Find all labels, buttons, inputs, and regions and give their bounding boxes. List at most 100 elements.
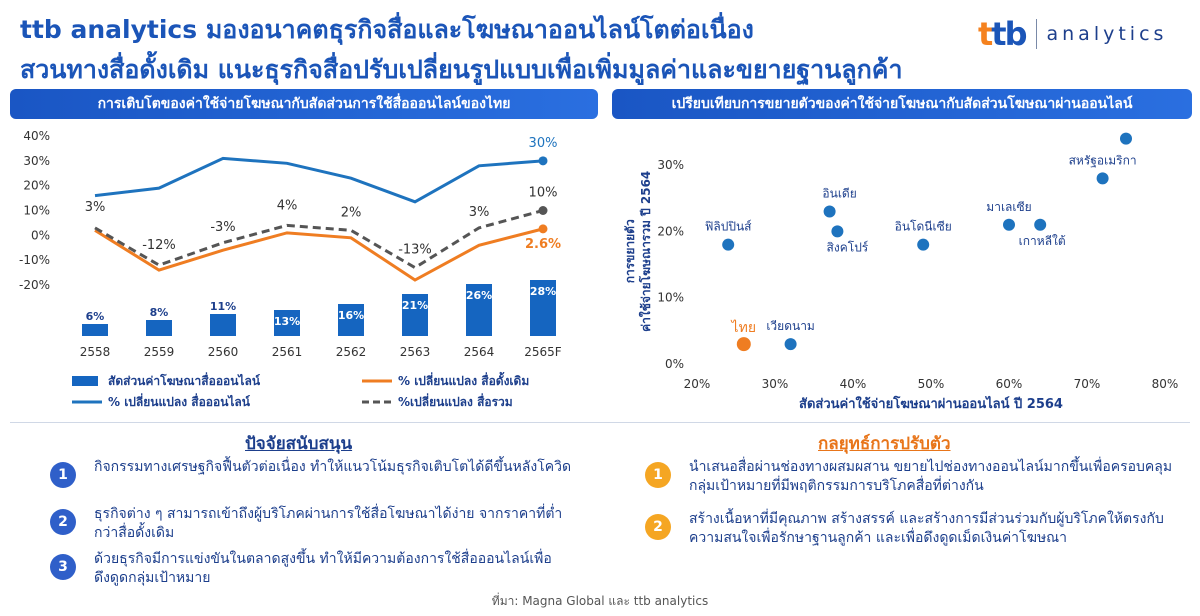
bar	[274, 310, 300, 336]
bar-data-label: 6%	[86, 310, 105, 323]
scatter-point	[1034, 218, 1047, 231]
number-badge: 2	[645, 514, 671, 540]
source-note: ที่มา: Magna Global และ ttb analytics	[491, 594, 709, 608]
scatter-point	[1120, 132, 1132, 145]
bar-data-label: 21%	[402, 299, 428, 312]
support-title: ปัจจัยสนับสนุน	[245, 434, 353, 454]
number-badge: 1	[50, 462, 76, 488]
number-badge: 1	[645, 462, 671, 488]
total-data-label: -3%	[210, 220, 235, 235]
x-axis-label: สัดส่วนค่าใช้จ่ายโฆษณาผ่านออนไลน์ ปี 256…	[799, 395, 1063, 412]
x-tick-label: 40%	[840, 377, 867, 391]
support-item-text: ธุรกิจต่าง ๆ สามารถเข้าถึงผู้บริโภคผ่านก…	[94, 506, 563, 541]
y-tick-label: 30%	[657, 158, 684, 172]
point-label: ไทย	[731, 319, 756, 336]
logo-divider	[1035, 19, 1037, 49]
x-tick-label: 2563	[400, 345, 431, 359]
online-end-label: 30%	[529, 136, 558, 151]
bar	[466, 284, 492, 336]
y-tick-label: 20%	[657, 224, 684, 238]
support-item: 1 กิจกรรมทางเศรษฐกิจฟื้นตัวต่อเนื่อง ทำใ…	[50, 458, 574, 488]
x-tick-label: 30%	[762, 377, 789, 391]
y-tick-label: 20%	[23, 179, 50, 193]
point-label: มาเลเซีย	[986, 200, 1031, 214]
y-tick-label: 30%	[23, 154, 50, 168]
y-tick-label: -10%	[19, 253, 50, 267]
legend-label: % เปลี่ยนแปลง สื่อดั้งเดิม	[398, 371, 529, 388]
legend-label: สัดส่วนค่าโฆษณาสื่อออนไลน์	[108, 372, 261, 388]
x-tick-label: 70%	[1074, 377, 1101, 391]
bar-data-label: 28%	[530, 285, 556, 298]
total-data-label: 3%	[85, 200, 106, 215]
x-tick-label: 60%	[996, 377, 1023, 391]
number-badge: 2	[50, 509, 76, 535]
logo-text: analytics	[1046, 23, 1168, 45]
point-label: อินโดนีเซีย	[895, 220, 952, 234]
point-label: ฟิลิปปินส์	[705, 220, 752, 234]
point-label: เวียดนาม	[766, 319, 815, 333]
scatter-point	[736, 337, 751, 352]
bar	[338, 304, 364, 336]
y-tick-label: 10%	[23, 204, 50, 218]
x-tick-label: 2562	[336, 345, 367, 359]
strategy-item-text: นำเสนอสื่อผ่านช่องทางผสมผสาน ขยายไปช่องท…	[689, 459, 1173, 494]
legend-label: % เปลี่ยนแปลง สื่อออนไลน์	[108, 393, 251, 409]
x-tick-label: 2561	[272, 345, 303, 359]
strategy-item: 1 นำเสนอสื่อผ่านช่องทางผสมผสาน ขยายไปช่อ…	[645, 458, 1189, 496]
line-traditional	[94, 227, 544, 282]
bar-data-label: 11%	[210, 300, 236, 313]
traditional-end-label: 2.6%	[525, 237, 561, 252]
scatter-point	[831, 225, 844, 238]
bar-data-label: 16%	[338, 309, 364, 322]
bar-data-label: 26%	[466, 289, 492, 302]
scatter-point	[1003, 218, 1015, 231]
line-online	[94, 156, 544, 204]
scatter-point	[722, 238, 735, 251]
y-axis-label: ค่าใช้จ่ายโฆษณารวม ปี 2564	[638, 171, 653, 332]
y-tick-label: 10%	[657, 291, 684, 305]
left-chart: 40% 30% 20% 10% 0% -10% -20% 6% 8% 11% 13% 16% 21% 26…	[19, 129, 562, 409]
left-chart-title: การเติบโตของค่าใช้จ่ายโฆษณากับสัดส่วนการ…	[10, 89, 598, 119]
support-item: 3 ด้วยธุรกิจมีการแข่งขันในตลาดสูงขึ้น ทำ…	[50, 550, 574, 588]
x-tick-label: 20%	[684, 377, 711, 391]
point-label: สหรัฐอเมริกา	[1069, 153, 1137, 167]
bar	[210, 314, 236, 336]
x-tick-label: 80%	[1152, 377, 1179, 391]
point-label: เกาหลีใต้	[1019, 234, 1066, 248]
total-data-label: 2%	[341, 205, 362, 220]
point-label: สหราชอาณาจักร	[1065, 122, 1155, 124]
x-tick-label: 2558	[80, 345, 111, 359]
total-end-point	[538, 206, 548, 215]
y-tick-label: 0%	[31, 228, 50, 242]
point-label: สิงคโปร์	[827, 240, 869, 254]
total-data-label: 10%	[529, 186, 558, 201]
logo-mark: ttb	[978, 15, 1027, 53]
scatter-point	[1096, 172, 1109, 185]
x-tick-label: 50%	[918, 377, 945, 391]
scatter-point	[917, 238, 930, 251]
ttb-logo: ttb analytics	[978, 14, 1167, 54]
scatter-point	[823, 205, 836, 218]
x-tick-label: 2565F	[524, 345, 562, 359]
y-tick-label: 0%	[665, 357, 684, 371]
x-tick-label: 2560	[208, 345, 239, 359]
bar	[82, 324, 108, 336]
total-data-label: 3%	[469, 205, 490, 220]
bar	[530, 280, 556, 336]
total-data-label: -13%	[398, 243, 432, 258]
support-item-text: กิจกรรมทางเศรษฐกิจฟื้นตัวต่อเนื่อง ทำให้…	[94, 459, 572, 475]
right-chart-title: เปรียบเทียบการขยายตัวของค่าใช้จ่ายโฆษณาก…	[612, 89, 1192, 119]
bar	[402, 294, 428, 336]
bar-data-label: 13%	[274, 315, 300, 328]
page-title: ttb analytics มองอนาคตธุรกิจสื่อและโฆษณา…	[20, 15, 754, 44]
support-item-text: ด้วยธุรกิจมีการแข่งขันในตลาดสูงขึ้น ทำให…	[94, 551, 552, 586]
page-subtitle: สวนทางสื่อดั้งเดิม แนะธุรกิจสื่อปรับเปลี…	[20, 55, 903, 84]
legend-label: %เปลี่ยนแปลง สื่อรวม	[398, 393, 513, 409]
right-chart: 20% 30% 40% 50% 60% 70% 80% 0% 10% 20% 30% สัดส่วนค…	[623, 122, 1179, 412]
legend-swatch	[72, 376, 98, 386]
scatter-point	[784, 338, 797, 351]
bar-data-label: 8%	[150, 306, 169, 319]
x-tick-label: 2564	[464, 345, 495, 359]
support-item: 2 ธุรกิจต่าง ๆ สามารถเข้าถึงผู้บริโภคผ่า…	[50, 505, 574, 543]
y-axis-label: การขยายตัว	[623, 219, 637, 283]
